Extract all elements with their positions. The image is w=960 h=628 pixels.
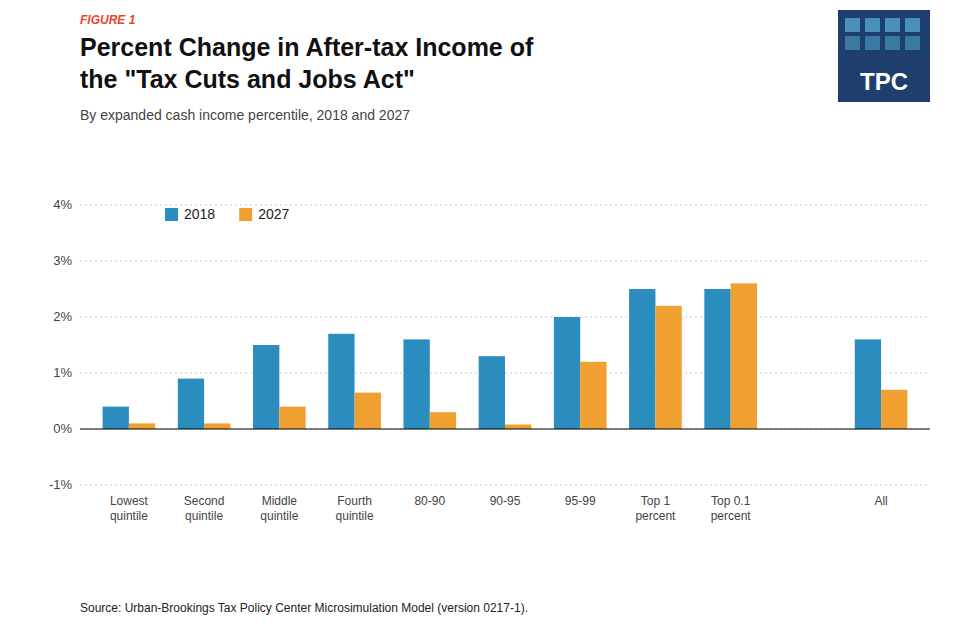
zero-line — [80, 428, 930, 429]
bar — [279, 407, 305, 429]
y-tick-label: 4% — [53, 197, 72, 212]
x-tick-line: Top 0.1 — [711, 494, 751, 508]
grid-line — [80, 261, 930, 262]
bar — [855, 339, 881, 429]
bar — [629, 289, 655, 429]
x-tick-line: quintile — [185, 509, 223, 523]
x-tick-line: Middle — [262, 494, 298, 508]
y-tick-label: -1% — [49, 477, 73, 492]
x-tick-line: Fourth — [337, 494, 372, 508]
bar — [655, 306, 681, 429]
title-line: the "Tax Cuts and Jobs Act" — [80, 65, 415, 93]
bar — [355, 393, 381, 429]
figure-label: FIGURE 1 — [80, 13, 136, 27]
y-tick-label: 0% — [53, 421, 72, 436]
x-tick-line: 80-90 — [414, 494, 445, 508]
x-tick-label: All — [874, 494, 887, 508]
source: Source: Urban-Brookings Tax Policy Cente… — [80, 601, 528, 615]
bar — [103, 407, 129, 429]
grid-line — [80, 485, 930, 486]
x-tick-line: percent — [635, 509, 676, 523]
bar — [403, 339, 429, 429]
x-tick-label: Secondquintile — [184, 494, 225, 523]
logo-text: TPC — [860, 68, 908, 95]
x-tick-label: Top 1percent — [635, 494, 676, 523]
legend-label: 2018 — [184, 206, 215, 222]
x-tick-line: 95-99 — [565, 494, 596, 508]
logo-square — [885, 18, 900, 32]
bar — [253, 345, 279, 429]
y-tick-label: 3% — [53, 253, 72, 268]
logo-background — [838, 10, 930, 102]
logo-square — [845, 18, 860, 32]
x-tick-label: Middlequintile — [260, 494, 298, 523]
x-tick-label: 90-95 — [490, 494, 521, 508]
y-axis: -1% 0% 1% 2% 3% 4% — [49, 197, 73, 492]
legend-label: 2027 — [258, 206, 289, 222]
logo-square — [905, 18, 920, 32]
series — [129, 283, 908, 429]
x-tick-label: Top 0.1percent — [711, 494, 752, 523]
bar — [505, 425, 531, 429]
bar — [704, 289, 730, 429]
bar — [178, 379, 204, 429]
series — [103, 289, 882, 429]
grid-line — [80, 429, 930, 430]
bar — [204, 423, 230, 429]
bars — [103, 283, 908, 429]
x-tick-line: Top 1 — [641, 494, 671, 508]
subtitle: By expanded cash income percentile, 2018… — [80, 107, 410, 123]
x-tick-line: Lowest — [110, 494, 149, 508]
legend-swatch — [239, 208, 252, 221]
logo-square — [845, 36, 860, 50]
x-tick-line: percent — [711, 509, 752, 523]
x-tick-label: 80-90 — [414, 494, 445, 508]
bar — [580, 362, 606, 429]
grid-line — [80, 317, 930, 318]
logo-square — [905, 36, 920, 50]
logo-square — [865, 36, 880, 50]
bar — [881, 390, 907, 429]
x-tick-line: quintile — [336, 509, 374, 523]
chart: FIGURE 1 Percent Change in After-tax Inco… — [0, 0, 960, 628]
x-tick-label: Fourthquintile — [336, 494, 374, 523]
title-line: Percent Change in After-tax Income of — [80, 33, 534, 61]
x-tick-line: 90-95 — [490, 494, 521, 508]
bar — [731, 283, 757, 429]
legend-swatch — [165, 208, 178, 221]
logo-square — [885, 36, 900, 50]
x-tick-label: 95-99 — [565, 494, 596, 508]
bar — [430, 412, 456, 429]
x-tick-line: Second — [184, 494, 225, 508]
grid — [80, 205, 930, 485]
y-tick-label: 1% — [53, 365, 72, 380]
x-tick-line: quintile — [110, 509, 148, 523]
x-tick-label: Lowestquintile — [110, 494, 149, 523]
bar — [479, 356, 505, 429]
title: Percent Change in After-tax Income of the… — [80, 33, 534, 93]
logo: TPC — [838, 10, 930, 102]
bar — [554, 317, 580, 429]
legend: 2018 2027 — [165, 206, 290, 222]
y-tick-label: 2% — [53, 309, 72, 324]
x-tick-line: quintile — [260, 509, 298, 523]
bar — [129, 423, 155, 429]
x-tick-line: All — [874, 494, 887, 508]
x-axis: LowestquintileSecondquintileMiddlequinti… — [110, 494, 888, 523]
logo-square — [865, 18, 880, 32]
bar — [328, 334, 354, 429]
